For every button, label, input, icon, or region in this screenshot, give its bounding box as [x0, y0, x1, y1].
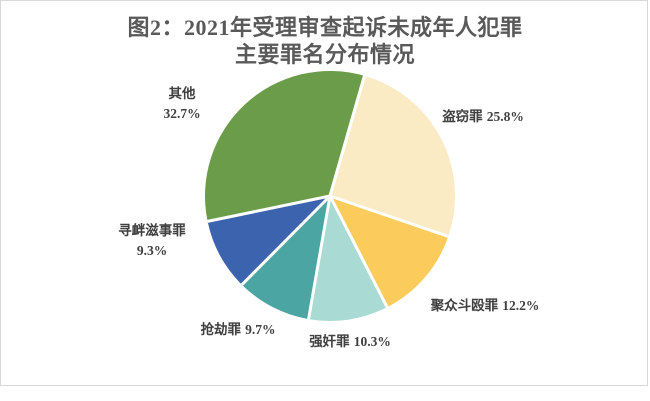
pie-label-provocation-name: 寻衅滋事罪 — [118, 223, 186, 238]
pie-label-rape-pct: 10.3% — [353, 334, 391, 349]
chart-title: 图2：2021年受理审查起诉未成年人犯罪 主要罪名分布情况 — [0, 14, 650, 68]
pie-slice-separator — [307, 195, 332, 320]
pie-label-group-brawl-name: 聚众斗殴罪 — [430, 298, 499, 313]
pie-slice-separator — [328, 75, 366, 197]
pie-slice-其他 — [205, 71, 365, 222]
pie-label-theft: 盗窃罪 25.8% — [442, 107, 524, 127]
pie-label-rape: 强奸罪 10.3% — [309, 332, 391, 352]
pie-label-robbery-name: 抢劫罪 — [200, 322, 242, 337]
pie-label-robbery-pct: 9.7% — [245, 322, 276, 337]
pie-label-other-name: 其他 — [168, 86, 196, 101]
pie-label-provocation-pct: 9.3% — [136, 243, 168, 258]
pie-label-group-brawl-pct: 12.2% — [502, 298, 540, 313]
pie-slice-separator — [328, 195, 389, 308]
pie-label-other-pct: 32.7% — [163, 106, 201, 121]
pie-slice-抢劫罪 — [241, 196, 330, 320]
pie-label-group-brawl: 聚众斗殴罪 12.2% — [431, 296, 540, 316]
pie-slice-separator — [240, 194, 332, 286]
pie-slice-聚众斗殴罪 — [330, 196, 449, 308]
pie-label-robbery: 抢劫罪 9.7% — [201, 320, 276, 340]
pie-label-provocation: 寻衅滋事罪 9.3% — [118, 221, 186, 261]
chart-title-line1: 图2：2021年受理审查起诉未成年人犯罪 — [127, 15, 523, 40]
pie-slice-寻衅滋事罪 — [207, 196, 330, 285]
pie-label-rape-name: 强奸罪 — [309, 334, 350, 349]
pie-label-other: 其他 32.7% — [163, 84, 200, 124]
pie-slice-强奸罪 — [308, 196, 388, 322]
pie-slice-separator — [207, 194, 331, 223]
pie-slice-separator — [329, 194, 449, 238]
pie-slice-盗窃罪 — [330, 75, 455, 237]
pie-label-theft-name: 盗窃罪 — [442, 109, 483, 124]
chart-title-line2: 主要罪名分布情况 — [234, 42, 415, 67]
pie-label-theft-pct: 25.8% — [486, 109, 524, 124]
